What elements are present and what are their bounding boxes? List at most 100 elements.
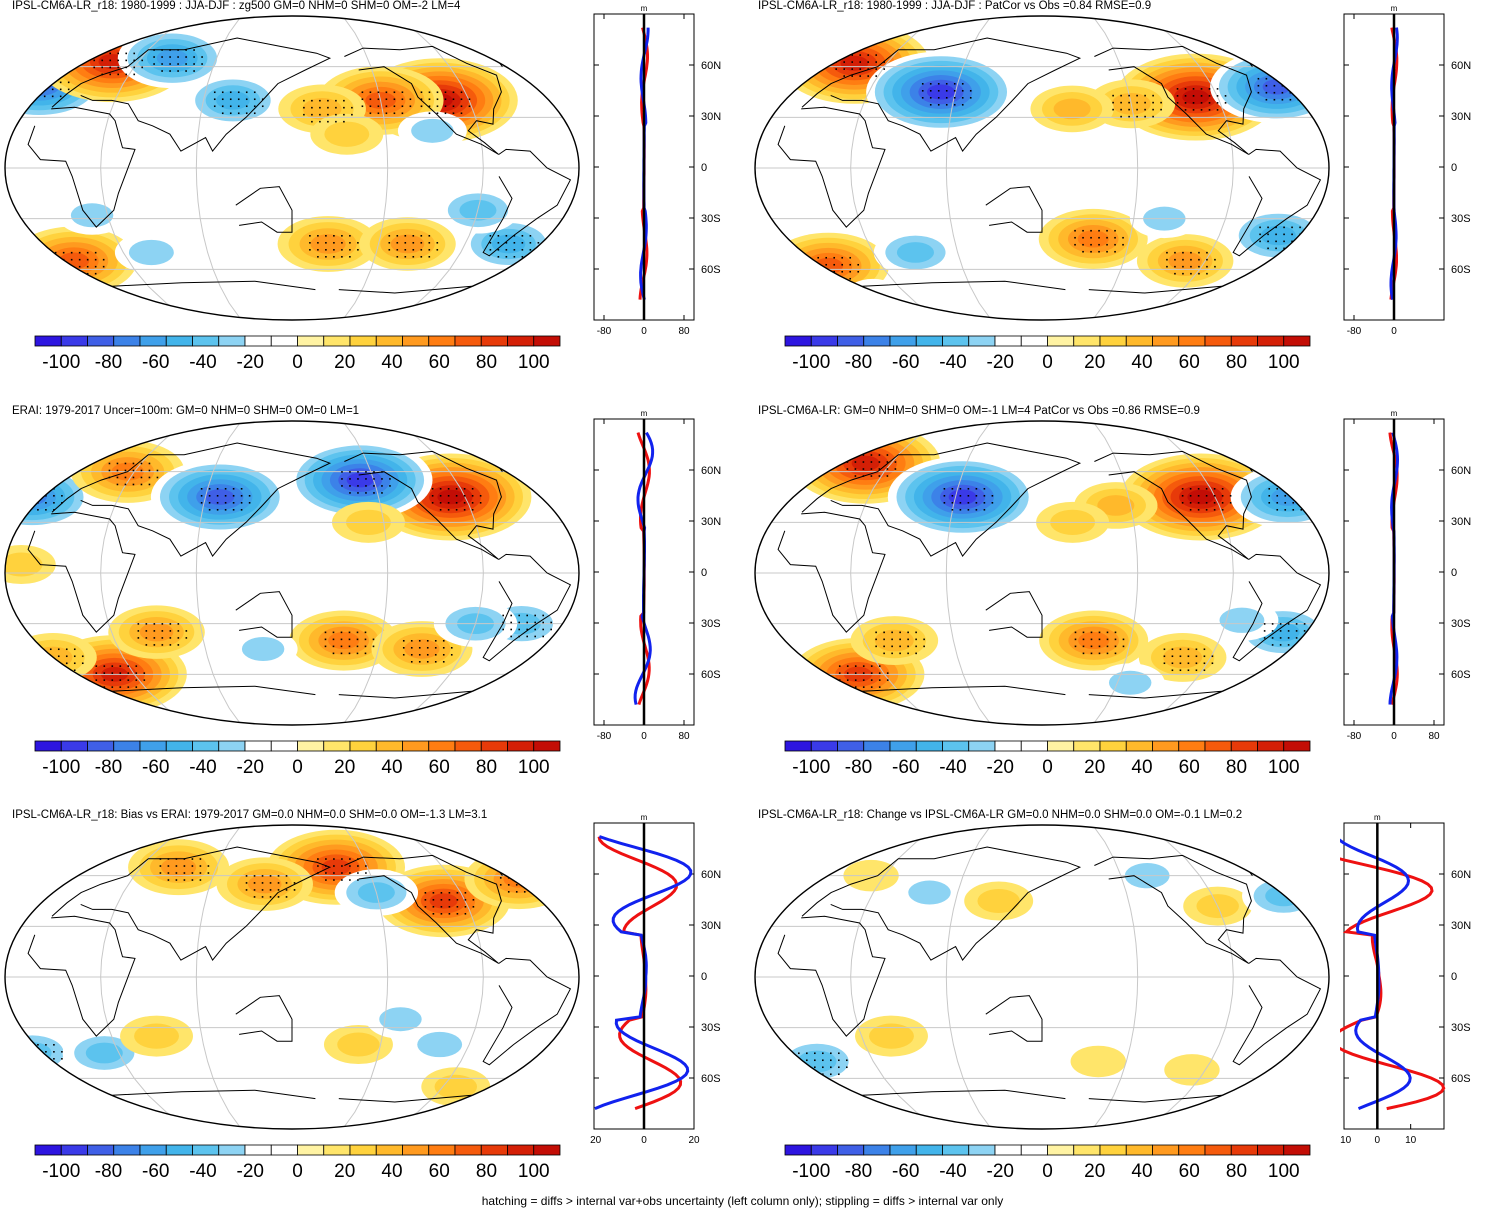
p4-contour-fill [1097,495,1135,516]
p4-colorbar-swatch [1283,740,1311,752]
p5-coastline-1 [51,846,332,962]
p6-reference-zonal-line [1340,838,1412,1110]
p6-lat-label: 30S [1451,1022,1471,1034]
p1-map [4,15,580,321]
p3-colorbar-swatch [270,740,298,752]
p4-colorbar-swatch [1152,740,1180,752]
p6-colorbar-swatch [1283,1144,1311,1156]
p1-colorbar-swatch [113,335,141,347]
p1-colorbar-tick: -20 [237,352,264,373]
p4-anomaly-blob-12 [1205,599,1279,641]
p5-title: IPSL-CM6A-LR_r18: Bias vs ERAI: 1979-201… [12,809,488,821]
p3-contour-fill [328,631,360,650]
p4-anomaly-blob-6 [1039,610,1149,671]
p3-colorbar-tick: -40 [189,757,216,778]
p5-colorbar-swatch [507,1144,535,1156]
p1-colorbar-swatch [34,335,62,347]
p4-x-tick-label: 0 [1391,731,1397,742]
p4-x-tick-label: -80 [1347,731,1362,742]
p2-zonal-mean-plot: 60N 30N 0 30S 60S -80 0 m [1343,4,1471,337]
p2-colorbar-tick: -60 [892,352,919,373]
p5-anomaly-blob-11 [421,1067,491,1107]
p3-colorbar-swatch [375,740,403,752]
p1-colorbar-swatch [139,335,167,347]
p1-lat-label: 30S [701,213,721,225]
p5-x-tick-label: 20 [688,1135,700,1146]
p4-colorbar-tick: -100 [792,757,830,778]
p6-unit-label: m [1374,813,1381,822]
p4-colorbar-swatch [1020,740,1048,752]
p5-contour-fill [429,893,458,909]
p4-colorbar: -100 -80 -60 -40 -20 0 20 40 60 80 100 [784,740,1311,778]
p2-anomaly-blob-10 [873,229,958,276]
p1-zonal-mean-plot: 60N 30N 0 30S 60S -80 0 80 m [593,4,721,337]
p4-colorbar-tick: -60 [892,757,919,778]
p5-colorbar-swatch [375,1144,403,1156]
p2-colorbar-swatch [1283,335,1311,347]
p3-contour-fill [241,637,285,661]
p5-x-tick-label: -20 [590,1135,602,1146]
p6-colorbar-swatch [1125,1144,1153,1156]
p4-colorbar-swatch [968,740,996,752]
p1-contour-fill [156,49,188,67]
p5-lat-label: 0 [701,971,707,983]
p1-coastline-0 [27,106,136,228]
p3-map-border [4,420,580,726]
p3-colorbar-swatch [297,740,325,752]
p2-contour-fill [1168,251,1202,271]
p4-colorbar-swatch [837,740,865,752]
p5-colorbar-tick: -100 [42,1161,80,1182]
p5-colorbar-swatch [323,1144,351,1156]
p6-colorbar-swatch [915,1144,943,1156]
p6-contour-fill [908,880,951,905]
p1-x-tick-label: -80 [597,326,612,337]
p6-colorbar-swatch [1099,1144,1127,1156]
p3-colorbar: -100 -80 -60 -40 -20 0 20 40 60 80 100 [34,740,561,778]
p4-contour-fill [1271,488,1304,506]
p6-anomaly-blob-9 [855,1015,928,1057]
p1-coastline-3 [344,45,502,155]
p3-colorbar-swatch [428,740,456,752]
p6-colorbar-swatch [1230,1144,1258,1156]
p5-colorbar-swatch [297,1144,325,1156]
p4-colorbar-tick: 100 [1268,757,1300,778]
p5-colorbar-tick: 80 [476,1161,497,1182]
p1-lat-label: 0 [701,162,707,174]
p4-colorbar-swatch [784,740,812,752]
p6-contour-fill [942,1037,998,1069]
p5-coastline-6 [112,1089,472,1103]
p3-colorbar-tick: -100 [42,757,80,778]
p1-colorbar-swatch [375,335,403,347]
p6-lat-label: 60N [1451,869,1471,881]
p6-colorbar-tick: -60 [892,1161,919,1182]
p3-contour-fill [5,552,43,577]
p3-coastline-6 [112,685,472,699]
p5-unit-label: m [641,813,648,822]
p6-x-tick-label: 10 [1405,1135,1417,1146]
p1-title: IPSL-CM6A-LR_r18: 1980-1999 : JJA-DJF : … [12,0,461,12]
p1-colorbar-swatch [507,335,535,347]
p5-colorbar-tick: 0 [292,1161,303,1182]
p5-colorbar-swatch [113,1144,141,1156]
p1-map-border [4,15,580,321]
p1-stippling [19,49,540,275]
p3-anomaly-blob-6 [289,610,399,671]
p2-unit-label: m [1391,4,1398,13]
p5-contour-fill [161,857,197,877]
p1-anomaly-blob-10 [359,217,456,271]
p2-x-tick-label: 0 [1391,326,1397,337]
p2-colorbar-swatch [1230,335,1258,347]
p3-coastline-2 [235,591,293,638]
p5-lat-label: 60S [701,1073,721,1085]
p4-colorbar-tick: 20 [1084,757,1105,778]
p5-anomaly-blob-4 [216,857,313,911]
p5-colorbar-tick: 60 [429,1161,450,1182]
p4-colorbar-swatch [915,740,943,752]
p4-coastline-0 [777,511,886,633]
p4-zonal-mean-plot: 60N 30N 0 30S 60S -80 0 80 m [1343,409,1471,742]
p4-x-tick-label: 80 [1428,731,1440,742]
p4-colorbar-swatch [810,740,838,752]
p6-colorbar-swatch [1152,1144,1180,1156]
p2-colorbar-swatch [942,335,970,347]
p5-colorbar-swatch [454,1144,482,1156]
